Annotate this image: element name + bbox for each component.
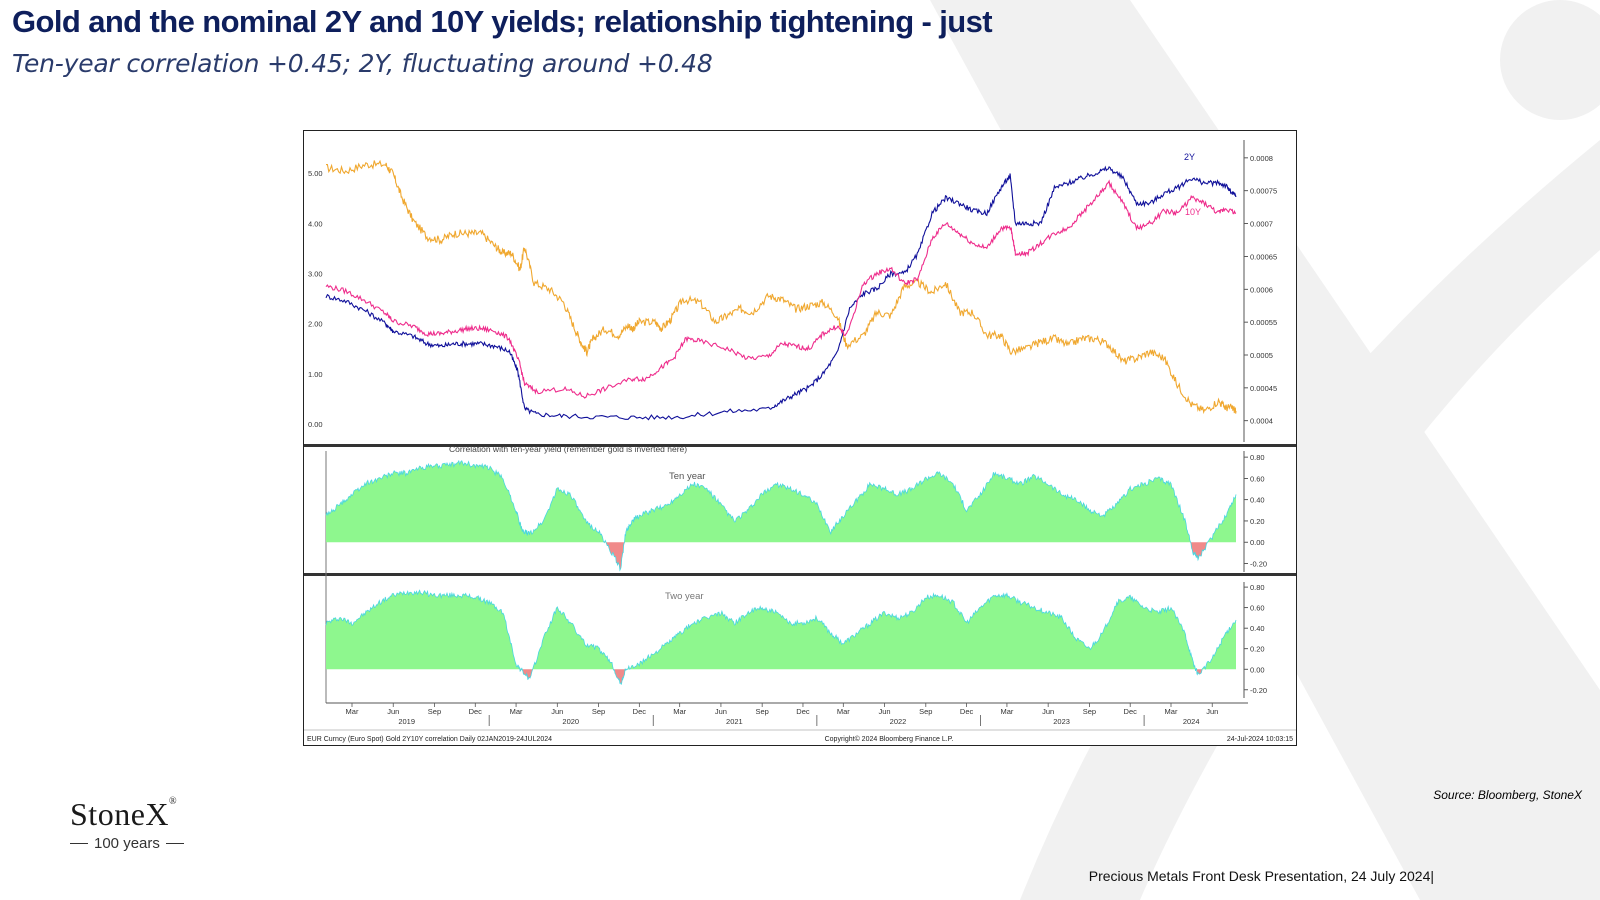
month-tick-label: Jun <box>551 707 563 716</box>
logo-registered-mark: ® <box>169 796 178 807</box>
bloomberg-footer-timestamp: 24-Jul-2024 10:03:15 <box>1227 736 1293 743</box>
logo-name-text: StoneX <box>70 796 169 832</box>
right-axis-tick-label: 0.80 <box>1250 453 1265 462</box>
right-axis-tick-label: -0.20 <box>1250 686 1267 695</box>
month-tick-label: Mar <box>510 707 523 716</box>
series-line-gold <box>326 159 1237 415</box>
correlation-line <box>325 589 1237 685</box>
year-tick-label: 2022 <box>890 717 907 726</box>
left-axis-tick-label: 0.00 <box>308 420 323 429</box>
right-axis-tick-label: 0.0007 <box>1250 220 1273 229</box>
month-tick-label: Mar <box>837 707 850 716</box>
series-label-10y: 10Y <box>1185 207 1201 217</box>
right-axis-tick-label: 0.60 <box>1250 474 1265 483</box>
month-tick-label: Mar <box>1165 707 1178 716</box>
year-tick-label: 2020 <box>562 717 579 726</box>
logo-tagline-text: 100 years <box>94 835 160 852</box>
right-axis-tick-label: 0.20 <box>1250 645 1265 654</box>
chart-series <box>325 159 1237 685</box>
logo-wordmark: StoneX® <box>70 796 184 833</box>
year-tick-label: 2021 <box>726 717 743 726</box>
month-tick-label: Dec <box>796 707 810 716</box>
bloomberg-footer-description: EUR Curncy (Euro Spot) Gold 2Y10Y correl… <box>307 736 552 743</box>
series-line-2y <box>325 165 1237 421</box>
footer-text: Precious Metals Front Desk Presentation,… <box>1088 868 1434 884</box>
month-tick-label: Jun <box>879 707 891 716</box>
stonex-logo: StoneX® 100 years <box>70 796 184 852</box>
logo-tagline: 100 years <box>70 835 184 852</box>
right-axis-tick-label: 0.0008 <box>1250 154 1273 163</box>
two-year-panel-label: Two year <box>665 591 704 602</box>
right-axis-tick-label: 0.00 <box>1250 665 1265 674</box>
source-note: Source: Bloomberg, StoneX <box>1433 788 1582 802</box>
month-tick-label: Sep <box>592 707 605 716</box>
chart-canvas: 5.00 4.00 3.00 2.00 1.00 0.00 0.0008 0.00075 0.0… <box>304 131 1296 745</box>
panel-separator-bottom <box>304 573 1296 576</box>
correlation-area-positive <box>326 460 1236 543</box>
right-axis-tick-label: 0.00075 <box>1250 187 1277 196</box>
month-tick-label: Mar <box>1000 707 1013 716</box>
right-axis-tick-label: 0.40 <box>1250 624 1265 633</box>
right-axis-tick-label: 0.20 <box>1250 517 1265 526</box>
left-axis-tick-label: 4.00 <box>308 219 323 228</box>
series-label-2y: 2Y <box>1184 152 1195 162</box>
bloomberg-footer-copyright: Copyright© 2024 Bloomberg Finance L.P. <box>825 735 954 743</box>
right-axis-tick-label: -0.20 <box>1250 559 1267 568</box>
month-tick-label: Mar <box>346 707 359 716</box>
right-axis-tick-label: 0.0005 <box>1250 351 1273 360</box>
month-tick-label: Jun <box>1206 707 1218 716</box>
correlation-line <box>325 459 1237 572</box>
month-tick-label: Jun <box>1042 707 1054 716</box>
chart-labels: 5.00 4.00 3.00 2.00 1.00 0.00 0.0008 0.00075 0.0… <box>307 152 1293 743</box>
month-tick-label: Sep <box>919 707 932 716</box>
month-tick-label: Sep <box>1083 707 1096 716</box>
panel-separator-top <box>304 444 1296 447</box>
right-axis-tick-label: 0.00 <box>1250 538 1265 547</box>
month-tick-label: Sep <box>755 707 768 716</box>
right-axis-tick-label: 0.0004 <box>1250 417 1273 426</box>
right-axis-tick-label: 0.00045 <box>1250 384 1277 393</box>
month-tick-label: Dec <box>1124 707 1138 716</box>
left-axis-tick-label: 5.00 <box>308 169 323 178</box>
series-line-10y <box>325 179 1237 399</box>
year-tick-label: 2023 <box>1053 717 1070 726</box>
ten-year-panel-label: Ten year <box>669 471 705 482</box>
left-axis-tick-label: 3.00 <box>308 269 323 278</box>
month-tick-label: Dec <box>633 707 647 716</box>
slide-title: Gold and the nominal 2Y and 10Y yields; … <box>12 4 993 39</box>
right-axis-tick-label: 0.0006 <box>1250 285 1273 294</box>
year-tick-label: 2019 <box>398 717 415 726</box>
correlation-panel-title: Correlation with ten-year yield (remembe… <box>449 444 687 454</box>
year-tick-label: 2024 <box>1183 717 1200 726</box>
month-tick-label: Jun <box>387 707 399 716</box>
slide-subtitle: Ten-year correlation +0.45; 2Y, fluctuat… <box>12 49 713 78</box>
left-axis-tick-label: 2.00 <box>308 320 323 329</box>
correlation-area-positive <box>326 590 1236 670</box>
right-axis-tick-label: 0.00065 <box>1250 252 1277 261</box>
month-tick-label: Dec <box>469 707 483 716</box>
right-axis-tick-label: 0.60 <box>1250 604 1265 613</box>
month-tick-label: Mar <box>673 707 686 716</box>
right-axis-tick-label: 0.00055 <box>1250 318 1277 327</box>
left-axis-tick-label: 1.00 <box>308 370 323 379</box>
right-axis-tick-label: 0.80 <box>1250 583 1265 592</box>
bloomberg-chart: 5.00 4.00 3.00 2.00 1.00 0.00 0.0008 0.00075 0.0… <box>303 130 1297 746</box>
month-tick-label: Dec <box>960 707 974 716</box>
right-axis-tick-label: 0.40 <box>1250 496 1265 505</box>
month-tick-label: Jun <box>715 707 727 716</box>
month-tick-label: Sep <box>428 707 441 716</box>
